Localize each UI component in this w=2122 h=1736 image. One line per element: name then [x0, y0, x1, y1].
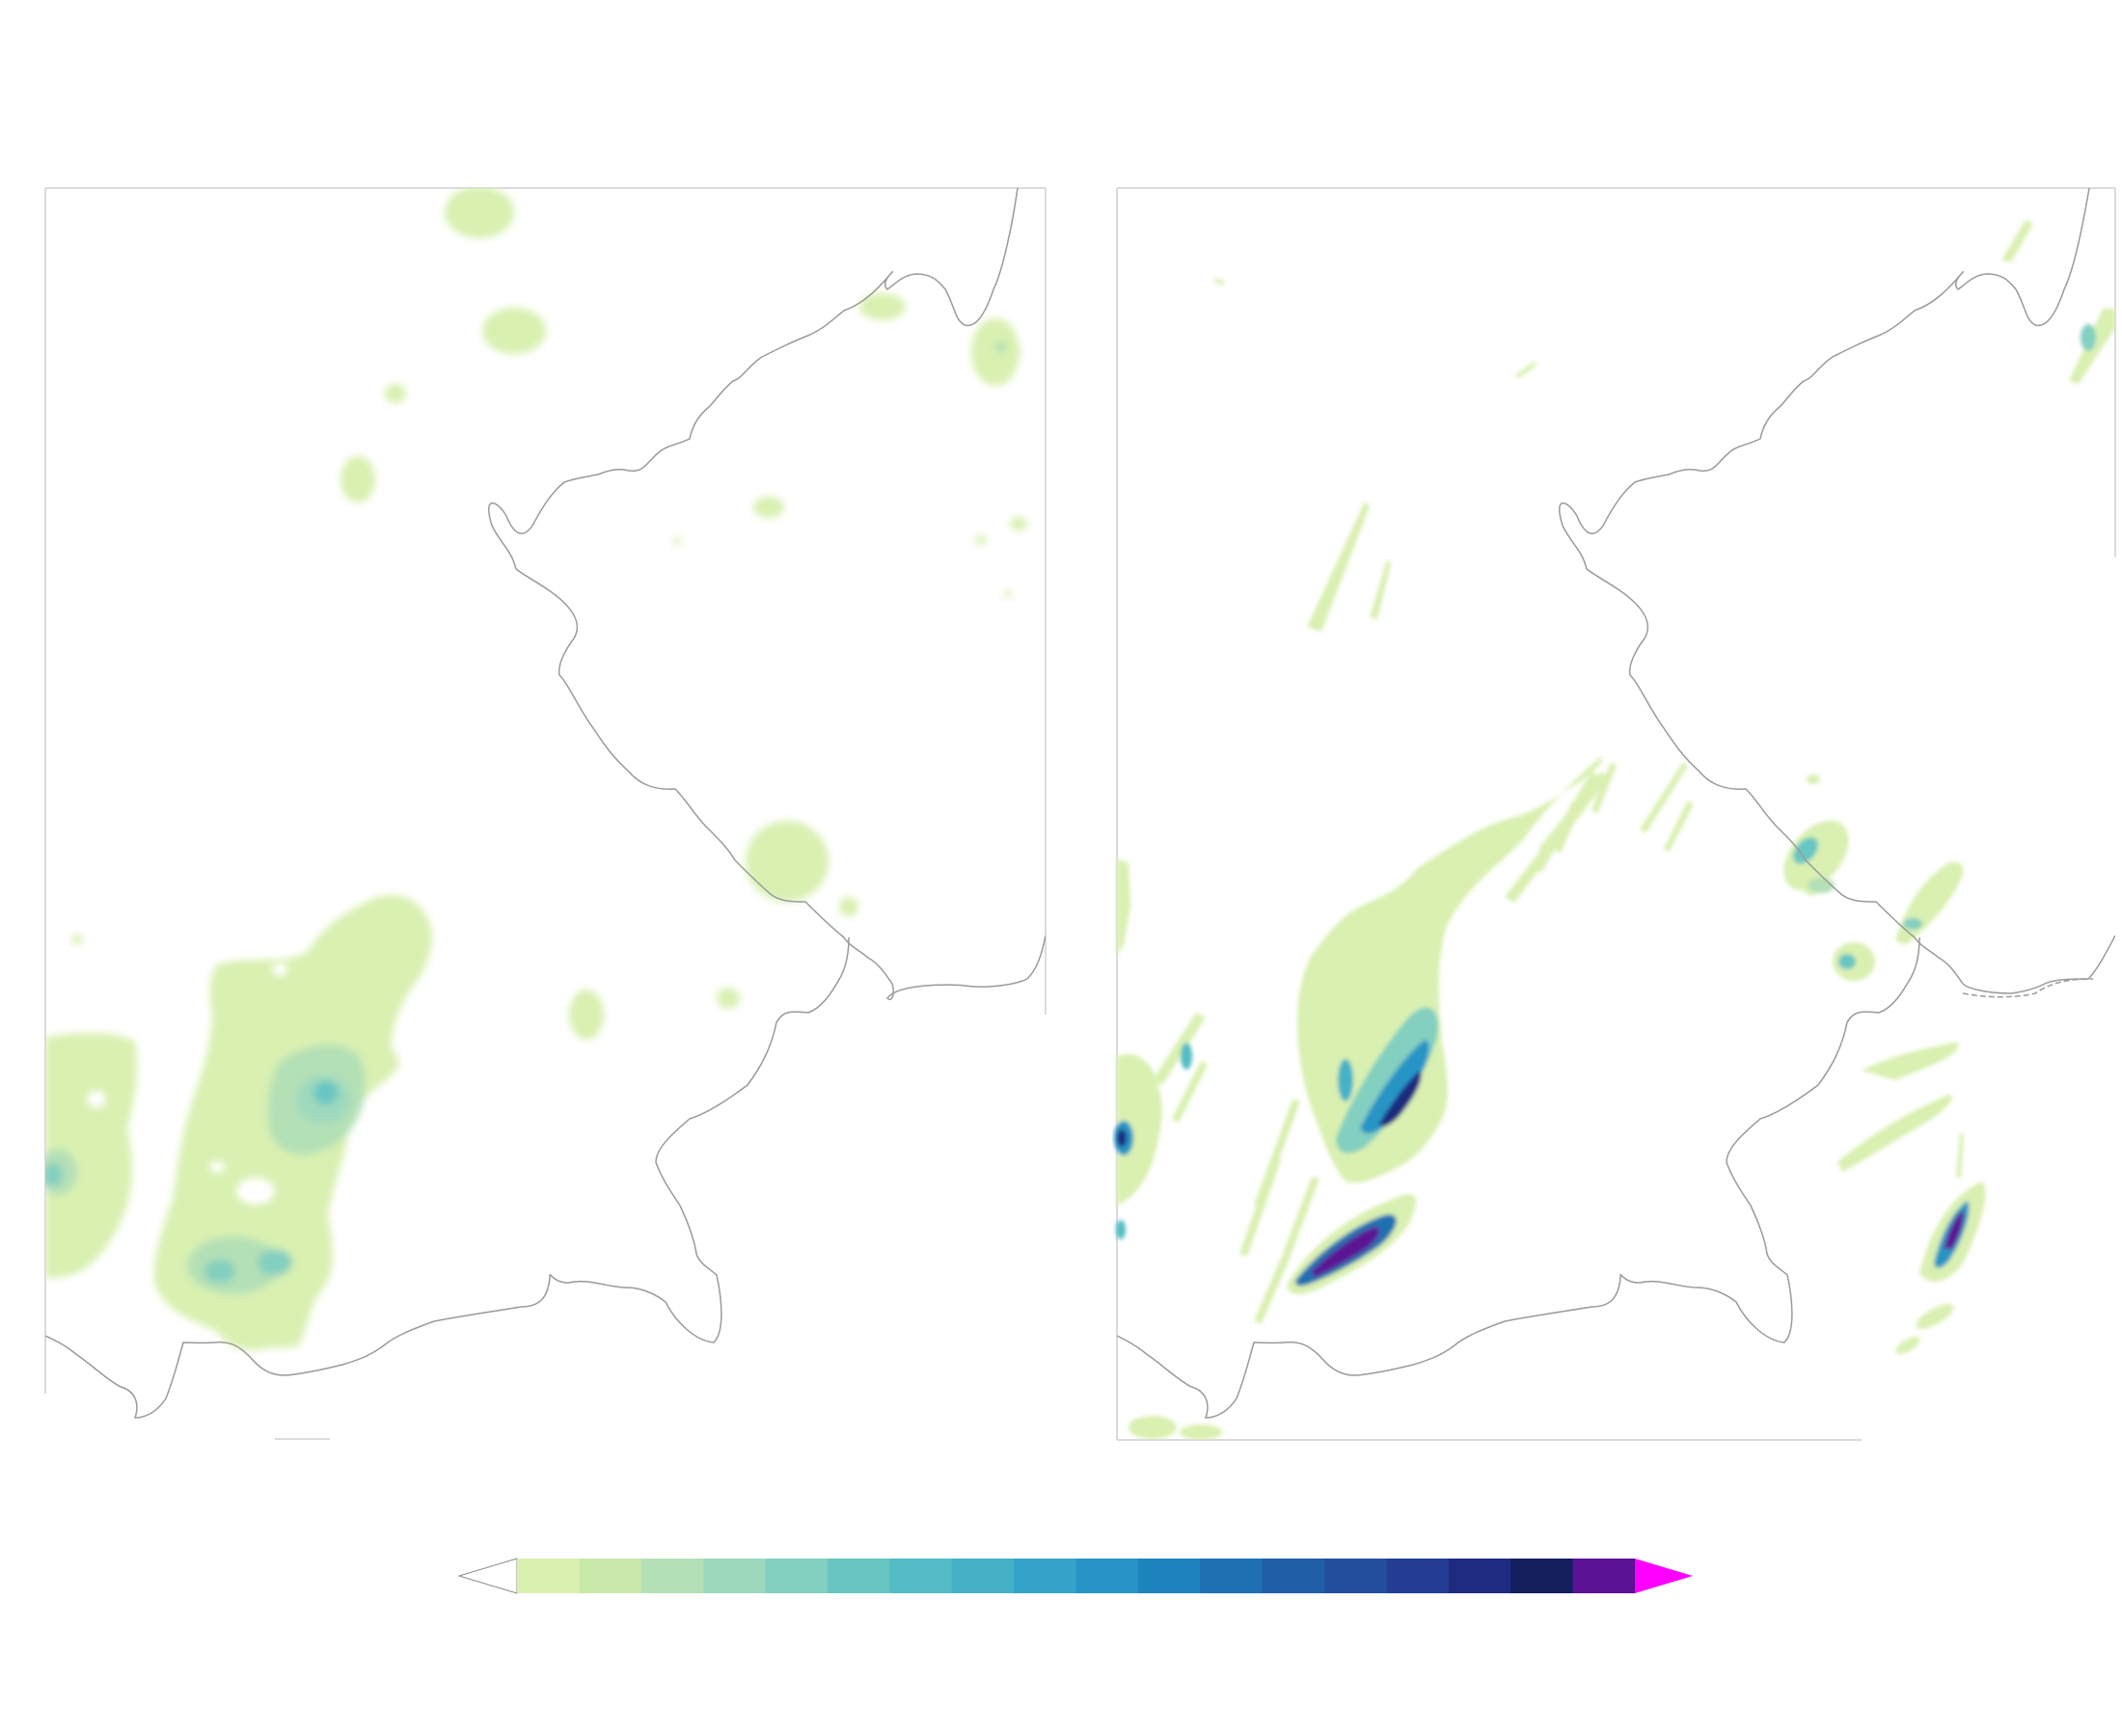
- precip-cell: [859, 293, 906, 320]
- precip-cell: [445, 188, 514, 238]
- right-border-dashed: [1962, 978, 2094, 998]
- precip-core: [1793, 837, 1818, 864]
- precip-core: [1336, 1007, 1438, 1153]
- precip-streak: [1172, 1061, 1208, 1123]
- precip-streak: [2001, 220, 2033, 262]
- precip-core: [1360, 1040, 1429, 1134]
- precip-cell: [746, 821, 829, 902]
- precip-core: [1944, 1210, 1964, 1249]
- colorbar-segment: [765, 1559, 829, 1593]
- precip-core: [1116, 1220, 1126, 1239]
- precip-streak: [1370, 559, 1391, 619]
- precip-streak: [1153, 1013, 1206, 1085]
- precip-streak: [1331, 926, 1368, 1024]
- right-precipitation-field: [1114, 220, 2115, 1440]
- precip-cell: [717, 988, 740, 1009]
- right-coastline-south: [1116, 936, 1920, 1419]
- precip-cell: [1916, 1304, 1954, 1329]
- precip-core: [1312, 1227, 1380, 1277]
- left-coastline: [487, 188, 1046, 1000]
- precip-cell: [569, 990, 604, 1040]
- colorbar-segment: [1137, 1559, 1201, 1593]
- precip-band: [1117, 1054, 1162, 1206]
- colorbar-segment: [1262, 1559, 1325, 1593]
- precip-band: [1837, 1095, 1952, 1172]
- precip-cell: [1895, 1337, 1920, 1354]
- colorbar-segment: [1386, 1559, 1450, 1593]
- precip-cell: [1010, 517, 1027, 530]
- left-precipitation-field: [45, 188, 1027, 1350]
- precip-core: [1117, 1129, 1127, 1147]
- left-map-panel: [44, 187, 1047, 1440]
- precip-band: [1862, 1042, 1959, 1080]
- colorbar-segment: [1200, 1559, 1264, 1593]
- colorbar-segment: [517, 1559, 580, 1593]
- precip-core: [1338, 1059, 1353, 1101]
- precip-cell: [1783, 820, 1849, 891]
- precip-core: [1379, 1071, 1422, 1127]
- precip-cell: [340, 456, 375, 502]
- precip-core: [258, 1249, 292, 1276]
- precip-cell: [839, 897, 858, 916]
- right-coastline: [1558, 188, 2115, 994]
- precip-cell: [1004, 590, 1012, 598]
- precip-core: [313, 1081, 339, 1104]
- precip-streak: [1283, 1177, 1319, 1256]
- precip-core: [1838, 954, 1856, 969]
- precip-complex: [45, 1033, 138, 1278]
- colorbar-segment: [889, 1559, 953, 1593]
- precip-streak: [1213, 278, 1225, 285]
- precip-cell: [975, 535, 987, 545]
- colorbar-segment: [1075, 1559, 1139, 1593]
- precip-band: [1895, 861, 1964, 945]
- precip-streak: [1538, 776, 1603, 854]
- precip-cell: [1129, 1416, 1177, 1439]
- colorbar-segment: [703, 1559, 767, 1593]
- precip-core: [1181, 1043, 1192, 1070]
- right-map-panel: [1114, 187, 2116, 1441]
- precip-cell: [971, 318, 1020, 386]
- precip-streak: [1664, 800, 1694, 853]
- colorbar-segment: [1014, 1559, 1077, 1593]
- precip-streak: [1640, 762, 1688, 833]
- colorbar: [457, 1558, 1693, 1594]
- precip-band: [1117, 858, 1130, 955]
- colorbar-segment: [1324, 1559, 1388, 1593]
- precip-cell: [1180, 1424, 1222, 1440]
- precip-cell: [673, 537, 681, 545]
- precip-streak: [1239, 1157, 1281, 1257]
- precip-core: [2081, 324, 2096, 351]
- precip-streak: [1592, 762, 1617, 814]
- precip-cell: [71, 935, 83, 944]
- colorbar-segment: [1448, 1559, 1511, 1593]
- precip-cell: [385, 384, 406, 403]
- colorbar-segment: [640, 1559, 704, 1593]
- left-dry-gaps: [87, 963, 287, 1205]
- precip-core: [204, 1260, 235, 1283]
- precip-core: [1903, 918, 1922, 930]
- left-coastline-south: [45, 936, 850, 1419]
- colorbar-under-triangle: [457, 1558, 518, 1594]
- precip-streak: [1514, 362, 1537, 378]
- precip-cell: [482, 308, 546, 354]
- colorbar-segment: [1572, 1559, 1636, 1593]
- colorbar-segment: [579, 1559, 642, 1593]
- colorbar-segment: [951, 1559, 1015, 1593]
- colorbar-over-triangle: [1635, 1559, 1693, 1593]
- precip-cell: [1807, 774, 1820, 784]
- colorbar-segment: [827, 1559, 890, 1593]
- colorbar-segments: [517, 1559, 1636, 1593]
- precip-core: [45, 1163, 63, 1186]
- precip-streak: [1254, 1254, 1291, 1323]
- precip-cell: [995, 341, 1007, 353]
- precip-streak: [1956, 1133, 1964, 1179]
- colorbar-segment: [1510, 1559, 1574, 1593]
- precip-streak: [1254, 1099, 1300, 1207]
- precip-streak: [1307, 502, 1370, 632]
- precip-band: [1297, 757, 1602, 1183]
- precip-cell: [753, 497, 784, 518]
